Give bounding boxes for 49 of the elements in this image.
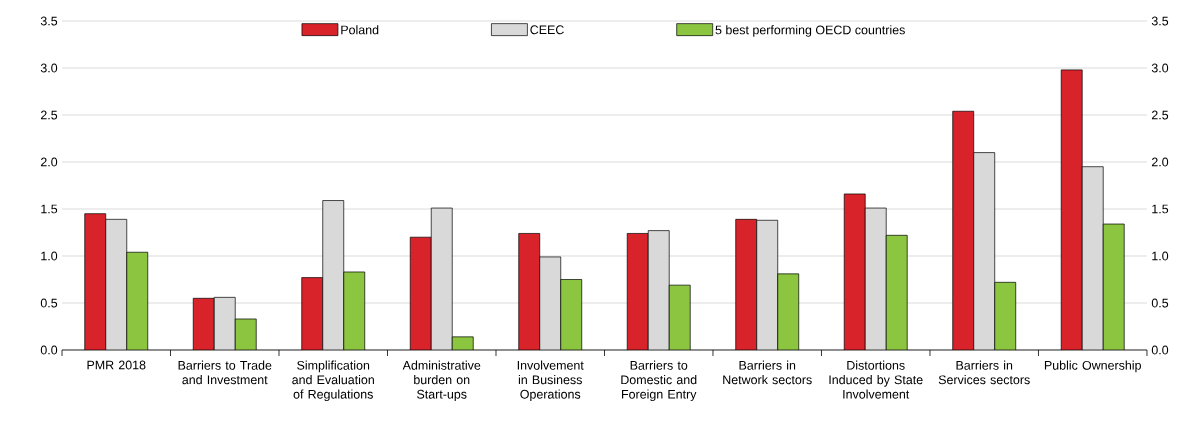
x-tick-label: Involvement in Business Operations [517,360,584,402]
bar [735,218,758,350]
bar [343,271,366,350]
x-tick-label: Distortions Induced by State Involvement [829,360,923,399]
bar [1060,69,1083,350]
x-tick-label: Barriers to Domestic and Foreign Entry [621,360,697,402]
x-tick-label: PMR 2018 [87,360,146,370]
bar [126,251,149,350]
y-tick-label: 3.5 [40,16,58,26]
bar [105,218,128,350]
x-tick-label: Barriers to Trade and Investment [178,360,272,385]
y-tick-label: 0.0 [40,345,58,355]
bar [301,277,324,350]
x-tick-label: Barriers in Services sectors [938,360,1030,385]
y2-tick-label: 1.0 [1152,251,1169,261]
x-tick-label: Administrative burden on Start-ups [402,360,481,402]
bar [560,279,583,350]
x-tick-label: Barriers in Network sectors [723,360,812,385]
y-tick-label: 3.0 [40,63,58,73]
bar [1102,223,1125,350]
bar [84,213,107,350]
bar [626,233,649,350]
bar [518,233,541,350]
bar [409,236,432,350]
y2-tick-label: 1.5 [1152,204,1169,214]
x-tick-label: Simplification and Evaluation of Regulations [292,360,374,402]
x-tick-label: Public Ownership [1044,360,1141,373]
legend-label: CEEC [530,25,564,35]
y-tick-label: 2.0 [40,157,58,167]
bar [952,110,975,350]
legend-label: Poland [341,25,379,35]
bar [777,273,800,350]
bar [192,297,215,350]
y2-tick-label: 0.5 [1151,298,1169,308]
y-tick-label: 0.5 [40,298,58,308]
y-tick-label: 1.5 [41,204,58,214]
y2-tick-label: 3.0 [1151,63,1169,73]
y2-tick-label: 0.0 [1151,345,1169,355]
bar [885,234,908,350]
y-tick-label: 1.0 [41,251,58,261]
bar [843,193,866,350]
y2-tick-label: 2.5 [1151,110,1169,120]
legend-label: 5 best performing OECD countries [715,25,905,37]
bar [994,281,1017,350]
bar [539,256,562,350]
y-tick-label: 2.5 [40,110,58,120]
bar [668,284,691,350]
y2-tick-label: 3.5 [1151,16,1169,26]
y2-tick-label: 2.0 [1151,157,1169,167]
